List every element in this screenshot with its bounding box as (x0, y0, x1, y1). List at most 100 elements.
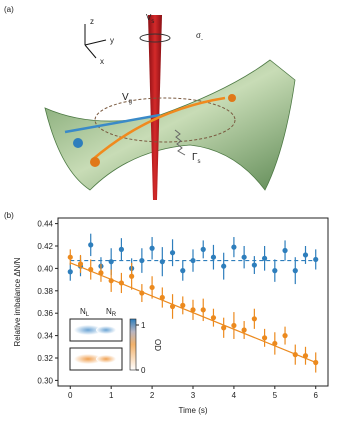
scatter-wave (174, 129, 186, 156)
scattering-label: Γs (192, 152, 201, 165)
axis-z: z (90, 17, 94, 26)
trap-ring (94, 97, 236, 143)
saddle-potential (44, 59, 296, 191)
data-point (231, 244, 237, 250)
y-tick-label: 0.32 (37, 354, 53, 363)
symbol: V (122, 92, 129, 103)
data-point (241, 254, 247, 260)
data-point (88, 266, 94, 273)
data-point (118, 280, 125, 286)
y-tick-label: 0.44 (37, 220, 53, 229)
data-point (200, 246, 206, 252)
x-tick-label: 5 (273, 391, 278, 400)
data-point (67, 269, 73, 275)
panel-label: (a) (4, 5, 14, 14)
data-point (88, 242, 94, 248)
y-axis-label: Relative imbalance ΔN/N (13, 257, 22, 346)
data-point (200, 307, 206, 313)
x-tick-label: 0 (68, 391, 73, 400)
cloud-image (74, 325, 102, 335)
data-point (221, 263, 227, 269)
data-point (261, 255, 268, 261)
data-point (169, 250, 176, 256)
panel-label: (b) (4, 211, 14, 220)
data-point (241, 327, 247, 333)
axis-x: x (100, 57, 104, 66)
plot: 0.30 0.32 0.34 0.36 0.38 0.40 0.42 0.44 0 1 2 3 4 5 6 (37, 220, 318, 400)
cloud-image (96, 355, 116, 363)
x-tick-label: 1 (109, 391, 114, 400)
x-tick-label: 6 (314, 391, 319, 400)
beam-label: Vs (146, 13, 154, 25)
colorbar-tick-label: 0 (141, 366, 146, 375)
axes-icon (84, 24, 107, 59)
data-point (292, 268, 298, 274)
data-point (302, 252, 309, 258)
colorbar-label: OD (153, 339, 162, 351)
data-point (159, 259, 165, 265)
symbol: σ (196, 31, 201, 40)
data-point (313, 359, 319, 366)
data-point (261, 335, 268, 341)
subscript: s (151, 19, 154, 25)
data-point (180, 302, 186, 308)
subscript: L (86, 312, 90, 318)
colorbar (129, 318, 137, 371)
data-point (210, 315, 217, 321)
symbol: N (80, 307, 86, 316)
data-point (149, 245, 155, 251)
laser-beam (148, 15, 162, 200)
subscript: R (112, 312, 117, 318)
y-tick-label: 0.38 (37, 287, 53, 296)
subscript: s (198, 159, 201, 165)
data-point (190, 307, 196, 313)
symbol: N (106, 307, 112, 316)
y-tick-label: 0.30 (37, 376, 53, 385)
atom-orange (228, 94, 236, 102)
y-tick-label: 0.42 (37, 242, 53, 251)
subscript: g (129, 99, 132, 105)
x-tick-label: 4 (232, 391, 237, 400)
data-point (313, 256, 319, 263)
data-point (108, 259, 114, 265)
data-point (272, 340, 278, 347)
data-point (118, 246, 125, 252)
cloud-image (74, 354, 102, 364)
arrow-orange (91, 96, 226, 161)
axis-y: y (110, 36, 114, 45)
data-point (98, 270, 104, 276)
subscript: - (201, 37, 203, 43)
polarization-label: σ- (196, 31, 203, 43)
data-point (77, 261, 84, 267)
data-point (159, 294, 165, 301)
x-axis-label: Time (s) (178, 406, 207, 415)
data-point (282, 333, 288, 339)
symbol: Γ (192, 152, 198, 163)
data-point (251, 316, 257, 322)
data-point (149, 284, 155, 291)
colorbar-tick-label: 1 (141, 321, 146, 330)
arrow-blue (64, 113, 161, 134)
data-point (251, 262, 257, 268)
y-tick-label: 0.40 (37, 264, 53, 273)
data-point (169, 303, 176, 310)
data-point (282, 247, 288, 254)
data-point (129, 273, 135, 279)
data-point (292, 352, 298, 358)
inset-label: NR (106, 307, 117, 318)
data-point (231, 322, 237, 329)
symbol: V (146, 13, 152, 22)
atom-blue (73, 138, 83, 148)
data-point (190, 257, 196, 264)
inset-label: NL (80, 307, 90, 318)
data-point (221, 325, 227, 331)
x-tick-label: 3 (191, 391, 196, 400)
data-point (272, 268, 278, 274)
atom-orange (90, 157, 100, 167)
trap-label: Vg (122, 92, 132, 105)
data-point (67, 254, 73, 260)
cloud-image (96, 326, 116, 334)
y-tick-label: 0.36 (37, 309, 53, 318)
data-point (302, 353, 309, 359)
